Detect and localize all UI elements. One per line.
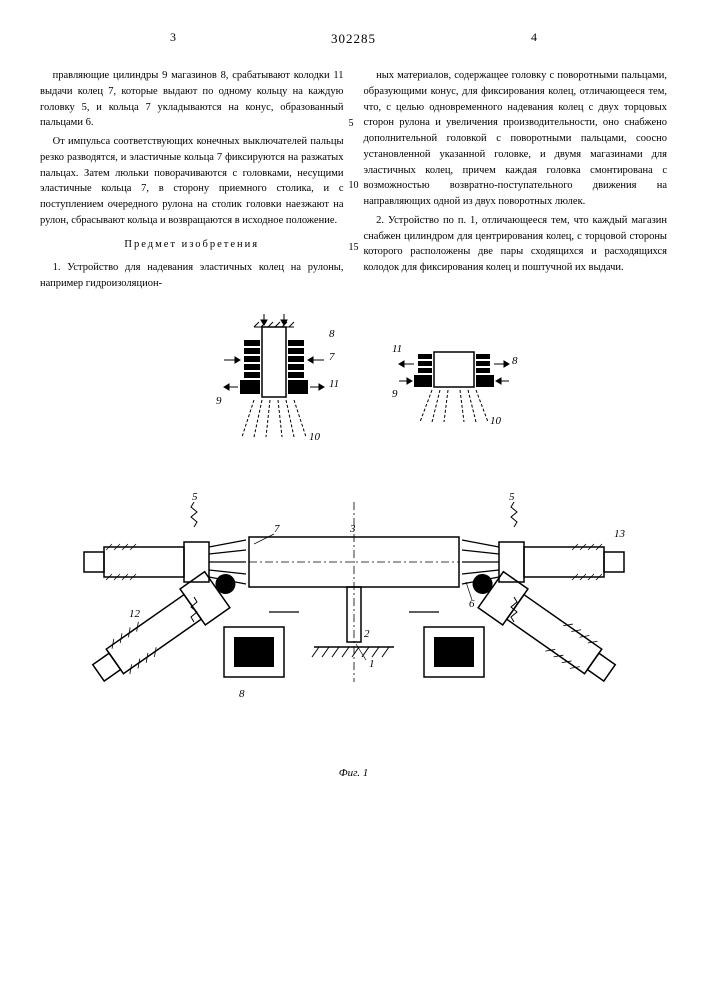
svg-text:2: 2: [364, 628, 370, 640]
svg-text:11: 11: [392, 343, 402, 355]
svg-text:7: 7: [329, 351, 335, 363]
svg-text:12: 12: [129, 608, 141, 620]
svg-text:7: 7: [274, 523, 280, 535]
svg-text:8: 8: [512, 355, 518, 367]
page-number-right: 4: [531, 30, 537, 45]
svg-text:3: 3: [349, 523, 356, 535]
svg-text:5: 5: [509, 491, 515, 503]
svg-text:1: 1: [369, 658, 375, 670]
svg-text:9: 9: [216, 395, 222, 407]
left-para-2: От импульса соответствующих конечных вык…: [40, 134, 344, 229]
svg-text:11: 11: [329, 378, 339, 390]
claim-1: 1. Устройство для надевания эластичных к…: [40, 260, 344, 292]
right-para-1: ных материалов, содержащее головку с пов…: [364, 68, 668, 210]
right-para-2: 2. Устройство по п. 1, отличающееся тем,…: [364, 213, 668, 276]
page-number-left: 3: [170, 30, 176, 45]
svg-text:5: 5: [192, 491, 198, 503]
line-marker-5: 5: [349, 116, 354, 131]
text-columns: правляющие цилиндры 9 магазинов 8, сраба…: [40, 68, 667, 292]
detail-drawings: 8 7 11 9 10: [154, 312, 554, 482]
figure-caption: Фиг. 1: [40, 767, 667, 779]
svg-text:13: 13: [614, 528, 626, 540]
line-marker-10: 10: [349, 178, 359, 193]
main-figure: 5 7 5 13 6: [74, 482, 634, 762]
left-column: правляющие цилиндры 9 магазинов 8, сраба…: [40, 68, 344, 292]
svg-text:8: 8: [239, 688, 245, 700]
section-title: Предмет изобретения: [40, 237, 344, 253]
svg-text:10: 10: [309, 431, 321, 443]
line-marker-15: 15: [349, 240, 359, 255]
svg-text:10: 10: [490, 415, 502, 427]
svg-text:8: 8: [329, 328, 335, 340]
document-number: 302285: [331, 31, 376, 46]
left-para-1: правляющие цилиндры 9 магазинов 8, сраба…: [40, 68, 344, 131]
figure-area: 8 7 11 9 10: [40, 312, 667, 779]
svg-text:9: 9: [392, 388, 398, 400]
right-column: 5 10 15 ных материалов, содержащее голов…: [364, 68, 668, 292]
